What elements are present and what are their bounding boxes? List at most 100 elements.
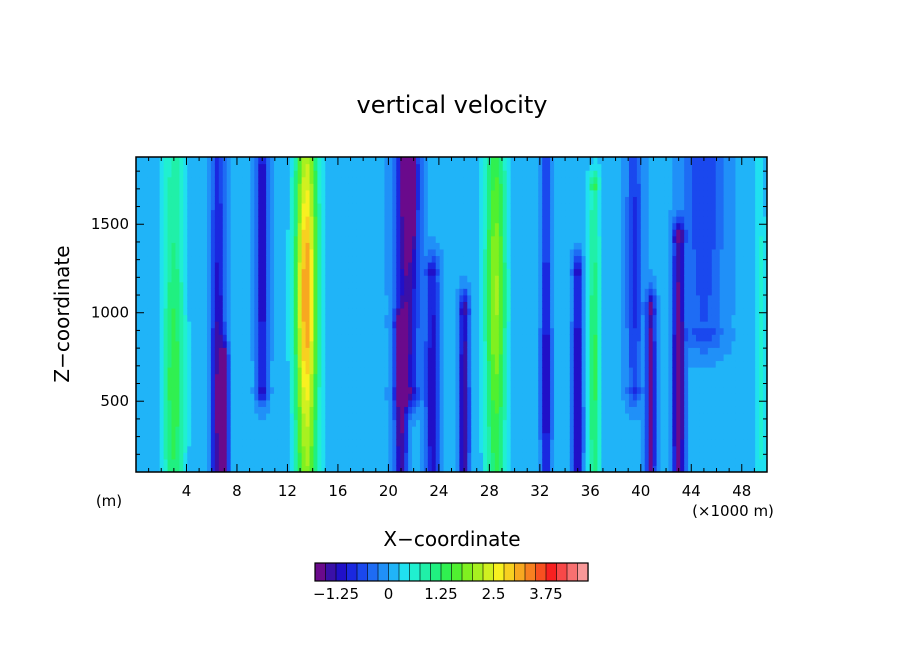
heatmap-cell bbox=[151, 176, 157, 184]
heatmap-cell bbox=[289, 432, 295, 440]
heatmap-cell bbox=[443, 268, 449, 276]
heatmap-cell bbox=[230, 196, 236, 204]
heatmap-cell bbox=[195, 412, 200, 421]
heatmap-cell bbox=[423, 321, 429, 329]
heatmap-cell bbox=[262, 242, 267, 250]
heatmap-cell bbox=[490, 262, 496, 270]
heatmap-cell bbox=[447, 399, 453, 407]
heatmap-cell bbox=[471, 439, 476, 447]
heatmap-cell bbox=[392, 268, 397, 276]
heatmap-cell bbox=[412, 216, 417, 224]
heatmap-cell bbox=[214, 353, 220, 362]
heatmap-cell bbox=[479, 334, 484, 342]
heatmap-cell bbox=[483, 419, 488, 427]
heatmap-cell bbox=[206, 255, 212, 263]
heatmap-cell bbox=[317, 432, 322, 440]
heatmap-cell bbox=[293, 183, 299, 191]
heatmap-cell bbox=[226, 301, 232, 309]
heatmap-cell bbox=[423, 183, 429, 191]
heatmap-cell bbox=[475, 242, 480, 250]
heatmap-cell bbox=[483, 353, 488, 362]
heatmap-cell bbox=[175, 340, 180, 348]
heatmap-cell bbox=[412, 163, 417, 171]
heatmap-cell bbox=[230, 327, 236, 335]
heatmap-cell bbox=[214, 340, 220, 348]
heatmap-cell bbox=[317, 445, 322, 453]
heatmap-cell bbox=[270, 288, 275, 296]
heatmap-cell bbox=[364, 406, 370, 414]
heatmap-cell bbox=[199, 426, 204, 434]
heatmap-cell bbox=[348, 419, 354, 427]
heatmap-cell bbox=[333, 176, 338, 184]
heatmap-cell bbox=[163, 367, 169, 375]
heatmap-cell bbox=[199, 294, 204, 302]
heatmap-cell bbox=[337, 412, 342, 421]
heatmap-cell bbox=[475, 367, 480, 375]
heatmap-cell bbox=[210, 268, 216, 276]
heatmap-cell bbox=[396, 235, 401, 243]
heatmap-cell bbox=[297, 360, 303, 368]
heatmap-cell bbox=[498, 465, 504, 472]
heatmap-cell bbox=[404, 235, 409, 243]
heatmap-cell bbox=[289, 406, 295, 414]
heatmap-cell bbox=[471, 281, 476, 289]
heatmap-cell bbox=[270, 255, 275, 263]
heatmap-cell bbox=[360, 242, 366, 250]
heatmap-cell bbox=[171, 275, 177, 283]
heatmap-cell bbox=[281, 360, 287, 368]
heatmap-cell bbox=[396, 222, 401, 230]
heatmap-cell bbox=[234, 439, 240, 447]
heatmap-cell bbox=[384, 189, 389, 197]
heatmap-cell bbox=[329, 458, 334, 467]
heatmap-cell bbox=[199, 183, 204, 191]
heatmap-cell bbox=[175, 288, 180, 296]
heatmap-cell bbox=[333, 294, 338, 302]
heatmap-cell bbox=[463, 406, 468, 414]
heatmap-cell bbox=[368, 216, 374, 224]
heatmap-cell bbox=[289, 176, 295, 184]
heatmap-cell bbox=[199, 353, 204, 362]
heatmap-cell bbox=[187, 301, 192, 309]
heatmap-cell bbox=[210, 393, 216, 401]
heatmap-cell bbox=[412, 452, 417, 460]
heatmap-cell bbox=[384, 281, 389, 289]
heatmap-cell bbox=[266, 314, 271, 322]
heatmap-cell bbox=[514, 386, 520, 394]
heatmap-cell bbox=[498, 399, 504, 407]
heatmap-cell bbox=[238, 163, 244, 171]
heatmap-cell bbox=[305, 209, 311, 217]
heatmap-cell bbox=[455, 412, 460, 421]
heatmap-cell bbox=[242, 301, 248, 309]
heatmap-cell bbox=[423, 412, 429, 421]
heatmap-cell bbox=[396, 452, 401, 460]
heatmap-cell bbox=[151, 465, 157, 472]
heatmap-cell bbox=[408, 327, 413, 335]
heatmap-cell bbox=[348, 360, 354, 368]
heatmap-cell bbox=[226, 412, 232, 421]
heatmap-cell bbox=[281, 229, 287, 237]
heatmap-cell bbox=[218, 386, 224, 394]
heatmap-cell bbox=[163, 170, 169, 178]
heatmap-cell bbox=[187, 235, 192, 243]
heatmap-cell bbox=[139, 386, 145, 394]
heatmap-cell bbox=[534, 406, 539, 414]
heatmap-cell bbox=[490, 452, 496, 460]
heatmap-cell bbox=[155, 281, 161, 289]
heatmap-cell bbox=[372, 373, 378, 381]
heatmap-cell bbox=[246, 189, 251, 197]
heatmap-cell bbox=[203, 393, 208, 401]
heatmap-cell bbox=[159, 170, 165, 178]
heatmap-cell bbox=[475, 327, 480, 335]
heatmap-cell bbox=[368, 196, 374, 204]
heatmap-cell bbox=[400, 248, 405, 257]
heatmap-cell bbox=[502, 216, 508, 224]
heatmap-cell bbox=[408, 360, 413, 368]
heatmap-cell bbox=[167, 202, 173, 211]
heatmap-cell bbox=[293, 157, 299, 165]
heatmap-cell bbox=[274, 189, 279, 197]
heatmap-cell bbox=[175, 439, 180, 447]
heatmap-cell bbox=[183, 157, 188, 165]
heatmap-cell bbox=[467, 202, 472, 211]
heatmap-cell bbox=[250, 301, 255, 309]
heatmap-cell bbox=[163, 458, 169, 467]
